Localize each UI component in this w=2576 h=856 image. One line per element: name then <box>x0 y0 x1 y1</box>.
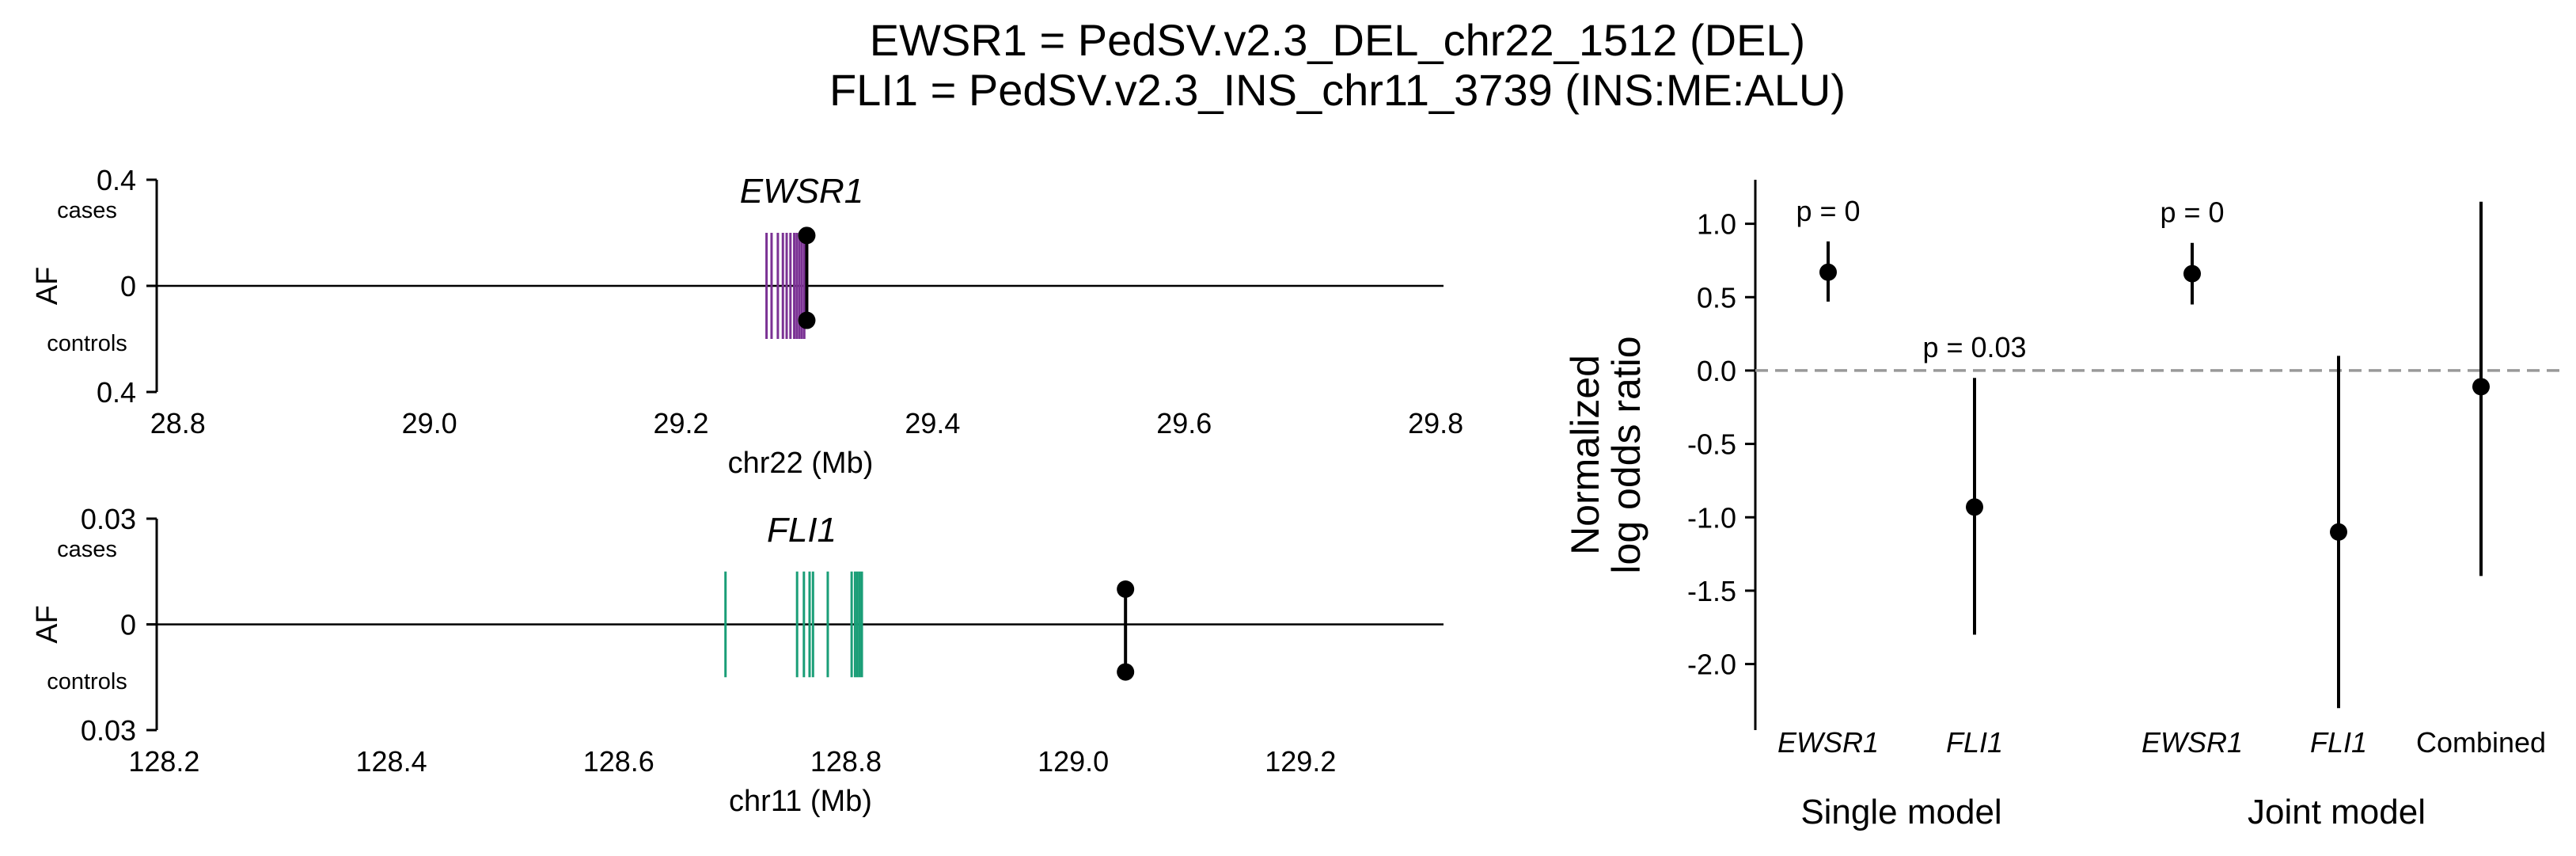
ewsr1-gene-title: EWSR1 <box>740 172 863 211</box>
fli1-cases-label: cases <box>57 537 117 562</box>
ewsr1-y-tick-label: 0.4 <box>97 164 136 196</box>
figure-title-line-2: FLI1 = PedSV.v2.3_INS_chr11_3739 (INS:ME… <box>829 65 1846 115</box>
forest-y-tick-label: 0.0 <box>1697 355 1736 387</box>
ewsr1-y-axis-label: AF <box>31 267 64 306</box>
ewsr1-y-tick-label: 0 <box>120 270 136 302</box>
fli1-x-tick-label: 128.2 <box>128 745 199 778</box>
ewsr1-cases-label: cases <box>57 198 117 223</box>
forest-category-label: Combined <box>2416 726 2546 759</box>
forest-y-tick-label: -0.5 <box>1687 428 1736 461</box>
forest-y-tick-label: -1.5 <box>1687 575 1736 607</box>
forest-y-axis-label-line: log odds ratio <box>1604 336 1648 573</box>
forest-y-tick-label: 0.5 <box>1697 281 1736 314</box>
fli1-y-tick-label: 0.03 <box>81 503 136 535</box>
ewsr1-variant-controls-point <box>798 311 816 329</box>
forest-category-label: EWSR1 <box>1777 726 1879 759</box>
forest-plot-panel: 1.0 0.5 0.0 -0.5 -1.0 -1.5 -2.0 Normalizedlog o… <box>1563 180 2560 831</box>
forest-estimate-point <box>2472 378 2490 396</box>
ewsr1-variant-cases-point <box>798 226 816 245</box>
forest-y-axis-label-line: Normalized <box>1563 355 1607 555</box>
forest-y-tick-label: -1.0 <box>1687 501 1736 534</box>
forest-y-tick-label: -2.0 <box>1687 649 1736 681</box>
fli1-variant-controls-point <box>1117 663 1135 681</box>
forest-group-label: Single model <box>1800 793 2001 831</box>
fli1-x-tick-label: 129.0 <box>1038 745 1109 778</box>
fli1-controls-label: controls <box>47 669 127 694</box>
ewsr1-x-tick-label: 29.4 <box>905 407 960 439</box>
fli1-x-tick-label: 128.4 <box>356 745 427 778</box>
fli1-x-axis-label: chr11 (Mb) <box>729 785 872 818</box>
fli1-gene-title: FLI1 <box>767 511 837 550</box>
ewsr1-x-tick-label: 29.6 <box>1156 407 1212 439</box>
ewsr1-x-tick-label: 29.2 <box>653 407 708 439</box>
fli1-x-tick-label: 128.8 <box>810 745 882 778</box>
ewsr1-x-tick-label: 29.0 <box>402 407 457 439</box>
forest-estimate-point <box>1819 263 1837 281</box>
forest-estimate-point <box>1966 498 1983 516</box>
fli1-y-axis-label: AF <box>31 605 64 644</box>
forest-pvalue-label: p = 0 <box>1796 195 1860 227</box>
ewsr1-controls-label: controls <box>47 331 127 356</box>
fli1-x-tick-label: 128.6 <box>583 745 654 778</box>
forest-y-axis-label: Normalizedlog odds ratio <box>1563 336 1648 573</box>
forest-estimate-point <box>2183 264 2201 283</box>
fli1-y-tick-label: 0 <box>120 609 136 641</box>
forest-category-label: FLI1 <box>1946 726 2003 759</box>
forest-group-label: Joint model <box>2248 793 2426 831</box>
fli1-x-tick-label: 129.2 <box>1265 745 1336 778</box>
forest-pvalue-label: p = 0.03 <box>1922 331 2026 363</box>
figure-title-line-1: EWSR1 = PedSV.v2.3_DEL_chr22_1512 (DEL) <box>870 15 1805 65</box>
forest-category-label: FLI1 <box>2310 726 2367 759</box>
ewsr1-x-tick-label: 29.8 <box>1408 407 1463 439</box>
forest-pvalue-label: p = 0 <box>2160 196 2224 229</box>
fli1-variant-cases-point <box>1117 580 1135 598</box>
forest-category-label: EWSR1 <box>2142 726 2243 759</box>
ewsr1-x-tick-label: 28.8 <box>150 407 206 439</box>
ewsr1-y-tick-label: 0.4 <box>97 376 136 409</box>
forest-y-tick-label: 1.0 <box>1697 208 1736 241</box>
fli1-y-tick-label: 0.03 <box>81 714 136 747</box>
ewsr1-x-axis-label: chr22 (Mb) <box>728 447 874 480</box>
forest-estimate-point <box>2330 523 2347 541</box>
